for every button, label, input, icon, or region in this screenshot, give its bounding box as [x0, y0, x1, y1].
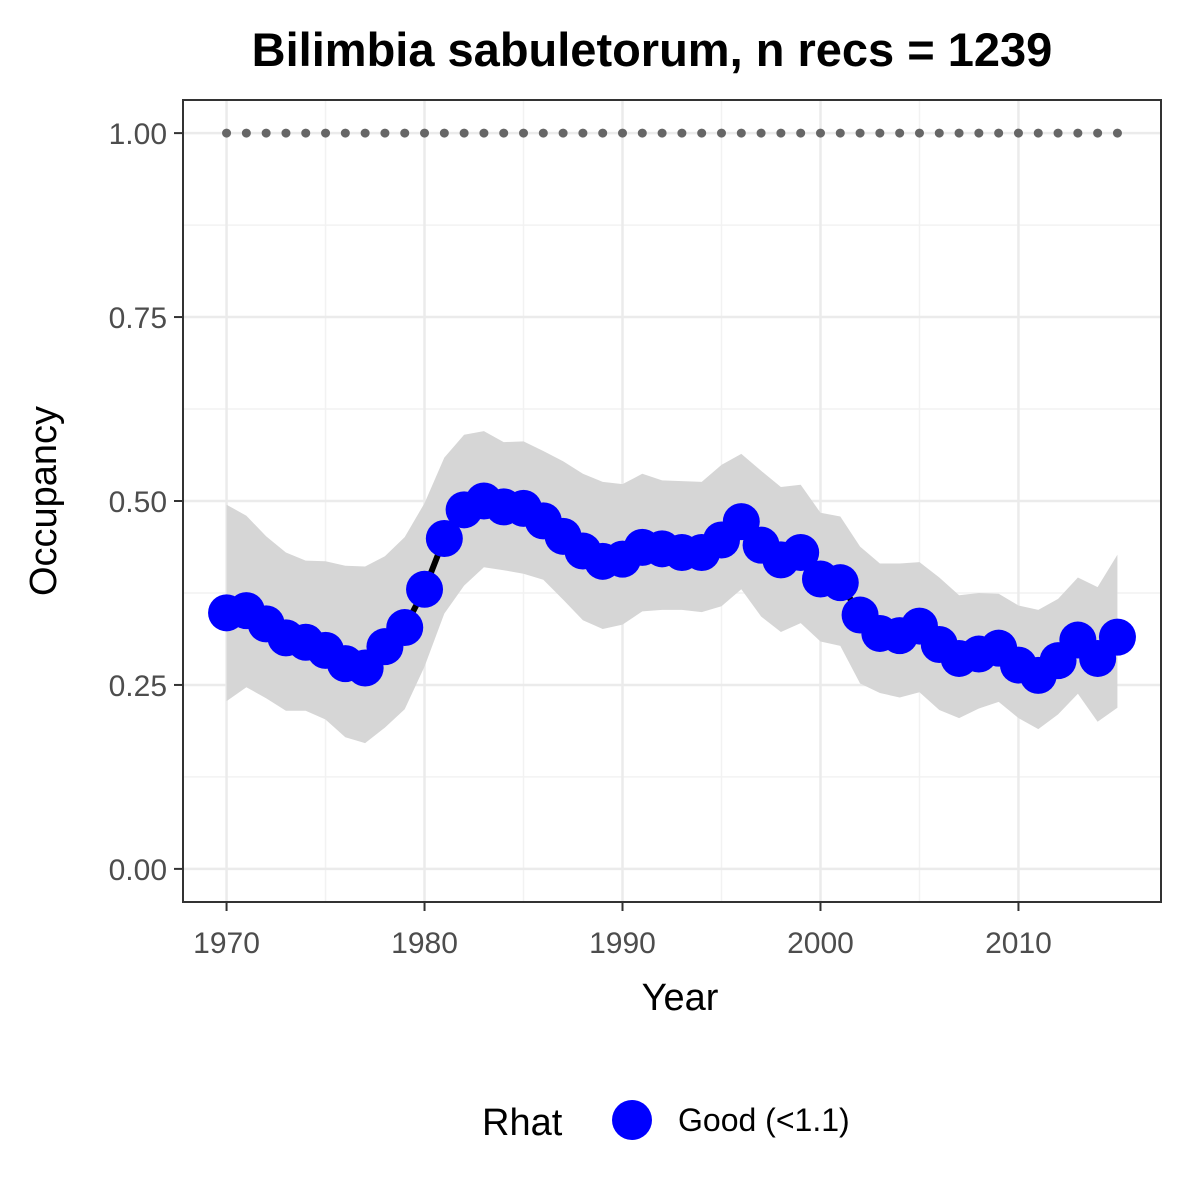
legend: Rhat Good (<1.1) [482, 1100, 850, 1144]
occupancy-point [821, 564, 859, 602]
occupancy-point [386, 609, 424, 647]
reference-dot [360, 128, 370, 138]
legend-key-good [612, 1100, 652, 1140]
reference-dot [598, 128, 608, 138]
reference-dot [459, 128, 469, 138]
reference-dot [796, 128, 806, 138]
reference-dot [1112, 128, 1122, 138]
reference-dot [934, 128, 944, 138]
reference-dot [994, 128, 1004, 138]
reference-dot [400, 128, 410, 138]
x-tick-label: 2000 [787, 927, 854, 960]
occupancy-points [208, 482, 1136, 694]
reference-dot [439, 128, 449, 138]
reference-dot [855, 128, 865, 138]
reference-dot [340, 128, 350, 138]
y-tick-label: 1.00 [109, 118, 167, 151]
x-tick-label: 2010 [985, 927, 1052, 960]
reference-dot [578, 128, 588, 138]
reference-dot [261, 128, 271, 138]
y-tick-label: 0.50 [109, 486, 167, 519]
reference-dot [974, 128, 984, 138]
reference-dot [420, 128, 430, 138]
reference-dot [618, 128, 628, 138]
y-tick-label: 0.00 [109, 854, 167, 887]
reference-dotted-line [222, 128, 1122, 138]
y-axis: 0.00 0.25 0.50 0.75 1.00 [109, 118, 183, 887]
reference-dot [914, 128, 924, 138]
reference-dot [519, 128, 529, 138]
occupancy-point [782, 534, 820, 572]
reference-dot [499, 128, 509, 138]
y-tick-label: 0.25 [109, 670, 167, 703]
reference-dot [222, 128, 232, 138]
legend-label-good: Good (<1.1) [678, 1102, 850, 1138]
reference-dot [716, 128, 726, 138]
reference-dot [1033, 128, 1043, 138]
reference-dot [281, 128, 291, 138]
x-tick-label: 1990 [589, 927, 656, 960]
reference-dot [875, 128, 885, 138]
reference-dot [321, 128, 331, 138]
reference-dot [776, 128, 786, 138]
occupancy-point [406, 570, 444, 608]
x-axis-label: Year [642, 977, 719, 1019]
reference-dot [677, 128, 687, 138]
x-axis: 1970 1980 1990 2000 2010 [193, 902, 1052, 960]
occupancy-point [425, 520, 463, 558]
chart-title: Bilimbia sabuletorum, n recs = 1239 [252, 23, 1053, 76]
reference-dot [380, 128, 390, 138]
reference-dot [1093, 128, 1103, 138]
reference-dot [657, 128, 667, 138]
reference-dot [736, 128, 746, 138]
occupancy-point [1098, 618, 1136, 656]
reference-dot [1053, 128, 1063, 138]
reference-dot [1013, 128, 1023, 138]
reference-dot [479, 128, 489, 138]
x-tick-label: 1970 [193, 927, 260, 960]
reference-dot [1073, 128, 1083, 138]
reference-dot [815, 128, 825, 138]
x-tick-label: 1980 [391, 927, 458, 960]
reference-dot [558, 128, 568, 138]
reference-dot [538, 128, 548, 138]
y-tick-label: 0.75 [109, 302, 167, 335]
legend-title: Rhat [482, 1102, 563, 1144]
reference-dot [835, 128, 845, 138]
reference-dot [241, 128, 251, 138]
reference-dot [697, 128, 707, 138]
reference-dot [756, 128, 766, 138]
reference-dot [301, 128, 311, 138]
y-axis-label: Occupancy [23, 406, 65, 596]
reference-dot [637, 128, 647, 138]
reference-dot [895, 128, 905, 138]
reference-dot [954, 128, 964, 138]
